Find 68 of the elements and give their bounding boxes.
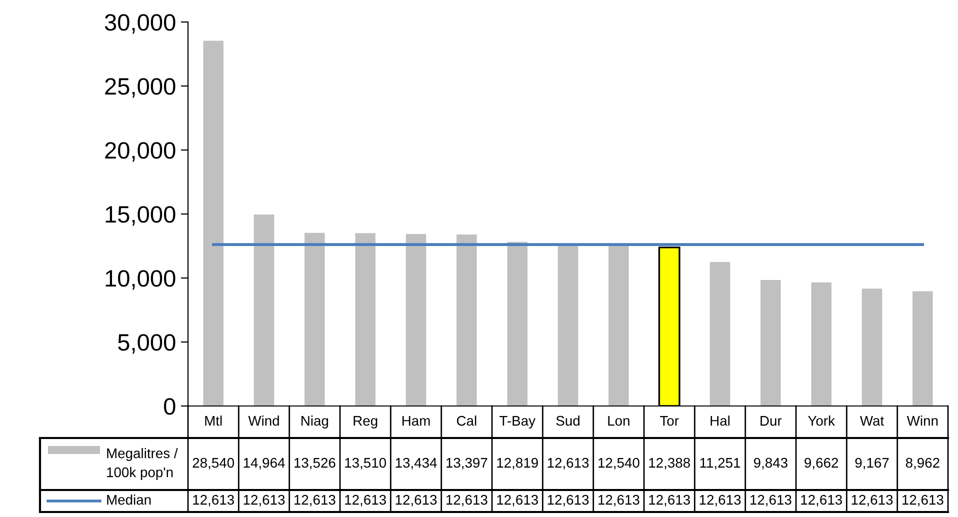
x-tick-label: Mtl [205, 416, 222, 426]
y-tick-label: 10,000 [106, 270, 176, 290]
data-label: 12,613 [396, 494, 437, 506]
data-label: 12,613 [700, 494, 741, 506]
data-label: 12,613 [649, 494, 690, 506]
data-label: 28,540 [192, 458, 234, 470]
data-label: 9,662 [804, 458, 838, 470]
legend-label: Median [107, 494, 151, 505]
data-label: 12,613 [598, 494, 640, 506]
bar [710, 262, 730, 406]
data-label: 12,613 [294, 494, 336, 506]
x-tick-label: York [808, 416, 835, 426]
x-tick-label: Ham [402, 416, 430, 426]
data-label: 12,613 [902, 494, 944, 506]
y-tick-label: 5,000 [118, 334, 176, 354]
y-tick-label: 20,000 [105, 142, 176, 162]
x-tick-label: Reg [354, 416, 378, 428]
bar [912, 291, 933, 406]
y-tick-label: 15,000 [106, 206, 176, 226]
x-tick-label: Lon [608, 416, 630, 426]
x-tick-label: T-Bay [500, 416, 536, 428]
data-label: 9,843 [754, 458, 788, 470]
data-label: 13,526 [294, 458, 336, 470]
x-tick-label: Cal [456, 416, 476, 426]
data-label: 12,613 [548, 458, 589, 470]
data-label: 12,388 [649, 458, 690, 470]
x-tick-label: Winn [906, 416, 938, 426]
bar [507, 242, 528, 406]
bar [203, 40, 224, 406]
data-label: 11,251 [700, 458, 740, 470]
x-tick-label: Niag [302, 416, 328, 428]
x-tick-label: Tor [660, 416, 679, 426]
bar [304, 232, 325, 406]
bar [862, 288, 882, 406]
bar [456, 234, 477, 406]
data-label: 12,613 [852, 494, 893, 506]
data-label: 12,613 [244, 494, 285, 506]
x-tick-label: Dur [760, 416, 782, 426]
data-label: 12,819 [497, 458, 538, 470]
bar [254, 214, 274, 406]
data-label: 13,397 [446, 458, 488, 470]
x-tick-label: Wind [248, 416, 279, 426]
data-label: 12,613 [548, 494, 589, 506]
y-tick-label: 30,000 [104, 14, 176, 34]
y-tick-label: 0 [164, 398, 176, 415]
legend-label: Megalitres / 100k pop'n [107, 448, 178, 480]
data-label: 12,613 [193, 494, 234, 506]
x-tick-label: Sud [556, 416, 580, 426]
data-label: 12,613 [345, 494, 386, 506]
data-label: 12,613 [801, 494, 842, 506]
y-tick-label: 25,000 [105, 78, 176, 98]
x-tick-label: Wat [860, 416, 884, 426]
bar [406, 234, 426, 406]
bar [760, 280, 781, 406]
data-label: 13,434 [396, 458, 437, 470]
data-label: 12,540 [598, 458, 640, 470]
bar [608, 245, 629, 406]
data-label: 14,964 [244, 458, 285, 470]
data-label: 12,613 [750, 494, 792, 506]
data-label: 8,962 [906, 458, 940, 470]
bar [355, 233, 376, 406]
bar [558, 244, 578, 406]
bar [811, 282, 832, 406]
data-label: 9,167 [855, 458, 889, 470]
data-label: 12,613 [497, 494, 538, 506]
data-label: 13,510 [345, 458, 386, 470]
x-tick-label: Hal [710, 416, 730, 426]
data-label: 12,613 [446, 494, 488, 506]
